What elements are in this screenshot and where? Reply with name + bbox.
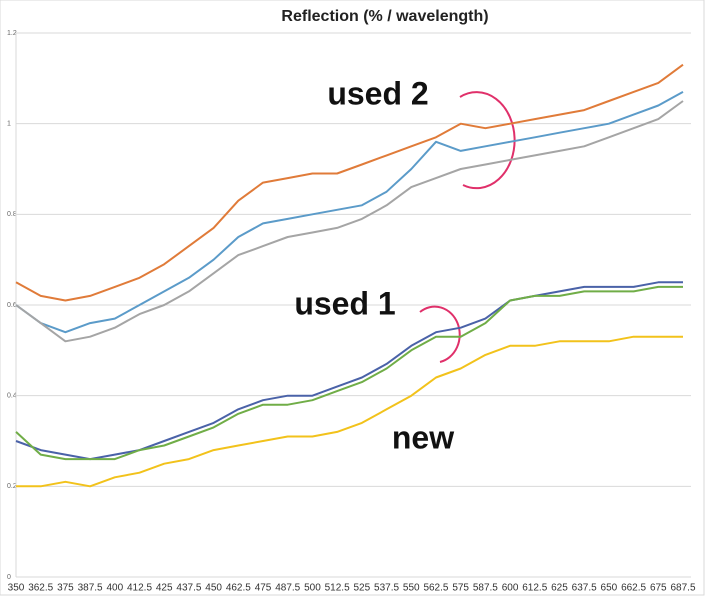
x-tick-label: 350: [8, 583, 25, 594]
x-tick-label: 437.5: [176, 583, 201, 594]
x-tick-label: 562.5: [423, 583, 448, 594]
y-tick-label: 1.2: [7, 30, 17, 37]
series-line: [15, 63, 684, 302]
x-tick-label: 475: [255, 583, 272, 594]
x-tick-label: 550: [403, 583, 420, 594]
x-tick-label: 450: [205, 583, 222, 594]
x-tick-label: 375: [57, 583, 74, 594]
x-tick-label: 425: [156, 583, 173, 594]
x-tick-label: 662.5: [621, 583, 646, 594]
y-tick-label: 0.2: [7, 483, 17, 490]
x-tick-label: 600: [502, 583, 519, 594]
series-line: [16, 335, 683, 488]
y-tick-label: 0.6: [7, 302, 17, 309]
highlight-circle: [459, 91, 516, 190]
series-line: [15, 281, 683, 461]
y-tick-label: 0.4: [7, 393, 17, 400]
x-tick-label: 412.5: [127, 583, 152, 594]
x-tick-label: 575: [452, 583, 469, 594]
x-tick-label: 675: [650, 583, 667, 594]
x-tick-label: 525: [354, 583, 371, 594]
x-tick-label: 512.5: [325, 583, 350, 594]
x-tick-label: 637.5: [572, 583, 597, 594]
x-tick-label: 500: [304, 583, 321, 594]
series-line: [15, 100, 684, 343]
x-tick-label: 612.5: [522, 583, 547, 594]
y-tick-label: 1: [7, 121, 11, 128]
y-tick-label: 0: [7, 574, 11, 581]
x-tick-label: 537.5: [374, 583, 399, 594]
x-tick-label: 687.5: [670, 583, 695, 594]
annotation: used 1: [294, 285, 395, 321]
series-line: [15, 91, 684, 334]
highlight-circle: [419, 305, 461, 363]
x-tick-label: 387.5: [78, 583, 103, 594]
series-line: [15, 285, 683, 461]
y-tick-label: 0.8: [7, 211, 17, 218]
chart-title: Reflection (% / wavelength): [281, 8, 488, 25]
annotation: used 2: [327, 75, 428, 111]
annotation: new: [392, 419, 454, 455]
x-tick-label: 625: [551, 583, 568, 594]
x-tick-label: 400: [106, 583, 123, 594]
x-tick-label: 487.5: [275, 583, 300, 594]
x-tick-label: 650: [601, 583, 618, 594]
x-tick-label: 462.5: [226, 583, 251, 594]
x-tick-label: 587.5: [473, 583, 498, 594]
x-tick-label: 362.5: [28, 583, 53, 594]
